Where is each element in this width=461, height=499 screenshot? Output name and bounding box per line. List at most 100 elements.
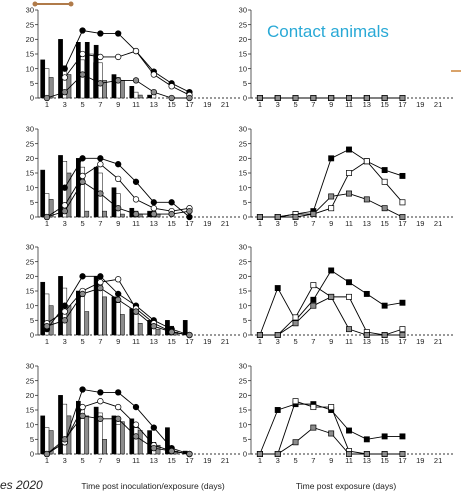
- x-tick-label: 19: [416, 337, 424, 346]
- data-point-gray: [43, 213, 51, 221]
- data-point-gray: [256, 95, 263, 101]
- data-point-white: [97, 279, 104, 286]
- y-tick-label: 30: [26, 125, 34, 134]
- bar-gray: [48, 430, 54, 455]
- data-point-gray: [132, 308, 140, 315]
- data-point-white: [115, 276, 122, 283]
- data-point-gray: [381, 332, 388, 338]
- x-tick-label: 9: [116, 100, 120, 109]
- x-axis-label-right: Time post exposure (days): [296, 481, 396, 491]
- bar-black: [182, 320, 188, 336]
- y-tick-label: 0: [243, 450, 247, 459]
- y-tick-label: 25: [239, 376, 247, 385]
- data-point-gray: [292, 95, 299, 101]
- x-tick-label: 3: [276, 219, 280, 228]
- x-tick-label: 3: [276, 337, 280, 346]
- data-point-black: [346, 279, 352, 286]
- x-tick-label: 7: [311, 219, 315, 228]
- data-point-white: [150, 205, 157, 212]
- y-tick-label: 20: [26, 154, 34, 163]
- x-tick-label: 19: [203, 456, 211, 465]
- bar-gray: [84, 210, 90, 218]
- y-tick-label: 25: [239, 20, 247, 29]
- data-point-black: [381, 167, 388, 174]
- data-point-black: [61, 184, 68, 191]
- data-point-black: [274, 407, 281, 413]
- x-tick-label: 13: [363, 219, 371, 228]
- x-tick-label: 11: [345, 337, 353, 346]
- data-point-black: [399, 172, 406, 179]
- x-tick-label: 1: [258, 456, 262, 465]
- data-point-gray: [97, 190, 104, 197]
- x-axis-label-left: Time post inoculation/exposure (days): [81, 481, 224, 491]
- x-tick-label: 19: [416, 100, 424, 109]
- bar-white: [98, 412, 103, 455]
- x-tick-label: 19: [203, 100, 211, 109]
- data-point-gray: [168, 447, 175, 455]
- y-tick-label: 30: [26, 6, 34, 15]
- bar-white: [115, 302, 121, 336]
- data-point-black: [399, 299, 406, 306]
- y-tick-label: 15: [239, 50, 247, 59]
- data-point-gray: [132, 77, 140, 84]
- y-tick-label: 5: [243, 79, 247, 88]
- data-point-gray: [363, 332, 370, 338]
- x-tick-label: 9: [329, 337, 333, 346]
- bar-gray: [120, 80, 125, 99]
- y-tick-label: 15: [26, 50, 34, 59]
- data-point-black: [168, 199, 175, 206]
- data-point-white: [150, 71, 157, 78]
- x-tick-label: 3: [63, 456, 67, 465]
- y-tick-label: 0: [30, 331, 34, 340]
- x-tick-label: 13: [150, 456, 158, 465]
- y-tick-label: 0: [243, 94, 247, 103]
- x-tick-label: 1: [258, 219, 262, 228]
- x-tick-label: 21: [221, 100, 229, 109]
- data-point-gray: [256, 332, 263, 338]
- data-point-black: [328, 267, 335, 274]
- data-point-gray: [381, 451, 388, 457]
- data-point-gray: [43, 94, 51, 102]
- x-tick-label: 19: [416, 219, 424, 228]
- series-line-gray: [259, 296, 403, 336]
- data-point-white: [399, 326, 406, 333]
- bar-black: [93, 44, 99, 99]
- x-tick-label: 21: [434, 100, 442, 109]
- x-tick-label: 17: [185, 100, 193, 109]
- y-tick-label: 20: [239, 272, 247, 281]
- x-tick-label: 15: [167, 337, 175, 346]
- data-point-gray: [61, 88, 68, 96]
- data-point-gray: [150, 210, 157, 218]
- data-point-white: [97, 161, 104, 168]
- y-tick-label: 5: [30, 435, 34, 444]
- data-point-gray: [186, 450, 193, 458]
- y-tick-label: 30: [26, 243, 34, 252]
- x-tick-label: 11: [132, 219, 140, 228]
- x-tick-label: 9: [329, 456, 333, 465]
- x-tick-label: 13: [150, 100, 158, 109]
- y-tick-label: 15: [239, 287, 247, 296]
- bar-gray: [120, 421, 125, 455]
- y-tick-label: 15: [26, 287, 34, 296]
- x-tick-label: 21: [221, 456, 229, 465]
- data-point-gray: [79, 71, 86, 78]
- y-tick-label: 30: [239, 125, 247, 134]
- data-point-black: [97, 155, 104, 162]
- y-tick-label: 5: [243, 198, 247, 207]
- x-tick-label: 1: [45, 100, 49, 109]
- data-point-gray: [363, 451, 370, 457]
- bar-black: [111, 415, 117, 455]
- data-point-gray: [79, 412, 86, 420]
- data-point-white: [328, 404, 335, 411]
- y-tick-label: 30: [26, 362, 34, 371]
- data-point-black: [132, 178, 140, 185]
- bar-gray: [137, 430, 143, 455]
- y-tick-label: 30: [239, 362, 247, 371]
- data-point-gray: [292, 320, 299, 327]
- data-point-gray: [346, 326, 352, 333]
- data-point-white: [381, 178, 388, 185]
- x-tick-label: 5: [293, 456, 297, 465]
